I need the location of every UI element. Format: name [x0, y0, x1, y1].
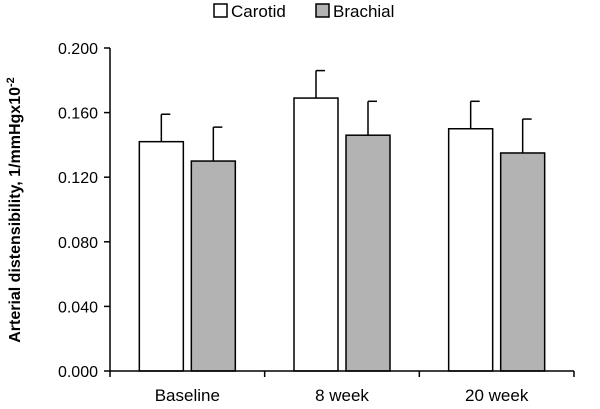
x-tick-label: Baseline [155, 386, 220, 405]
legend-swatch-brachial [315, 3, 330, 18]
y-tick-label: 0.080 [58, 235, 98, 252]
legend-label-carotid: Carotid [231, 2, 286, 21]
error-bars-group [160, 69, 532, 162]
legend: Carotid Brachial [213, 2, 394, 21]
bar-carotid-3 [447, 128, 494, 372]
bar-brachial-1 [190, 160, 237, 372]
x-tick-label: 8 week [315, 386, 369, 405]
y-axis-label-main: Arterial distensibility, 1/mmHgx10 [7, 87, 24, 343]
y-tick-label: 0.120 [58, 170, 98, 187]
y-axis-label-superscript: -2 [5, 77, 17, 87]
bars-group [138, 97, 546, 372]
legend-label-brachial: Brachial [333, 2, 394, 21]
y-axis-label: Arterial distensibility, 1/mmHgx10-2 [5, 77, 24, 343]
bar-brachial-3 [499, 152, 546, 372]
legend-swatch-carotid [213, 3, 228, 18]
y-tick-label: 0.000 [58, 364, 98, 381]
y-tick-label: 0.200 [58, 41, 98, 58]
x-axis: Baseline 8 week 20 week [109, 370, 575, 405]
y-tick-label: 0.160 [58, 106, 98, 123]
bar-carotid-2 [293, 97, 339, 372]
y-axis: 0.000 0.040 0.080 0.120 0.160 0.200 [58, 41, 111, 381]
x-tick-label: 20 week [465, 386, 529, 405]
bar-brachial-2 [345, 134, 391, 372]
bar-carotid-1 [138, 140, 185, 372]
y-tick-label: 0.040 [58, 299, 98, 316]
